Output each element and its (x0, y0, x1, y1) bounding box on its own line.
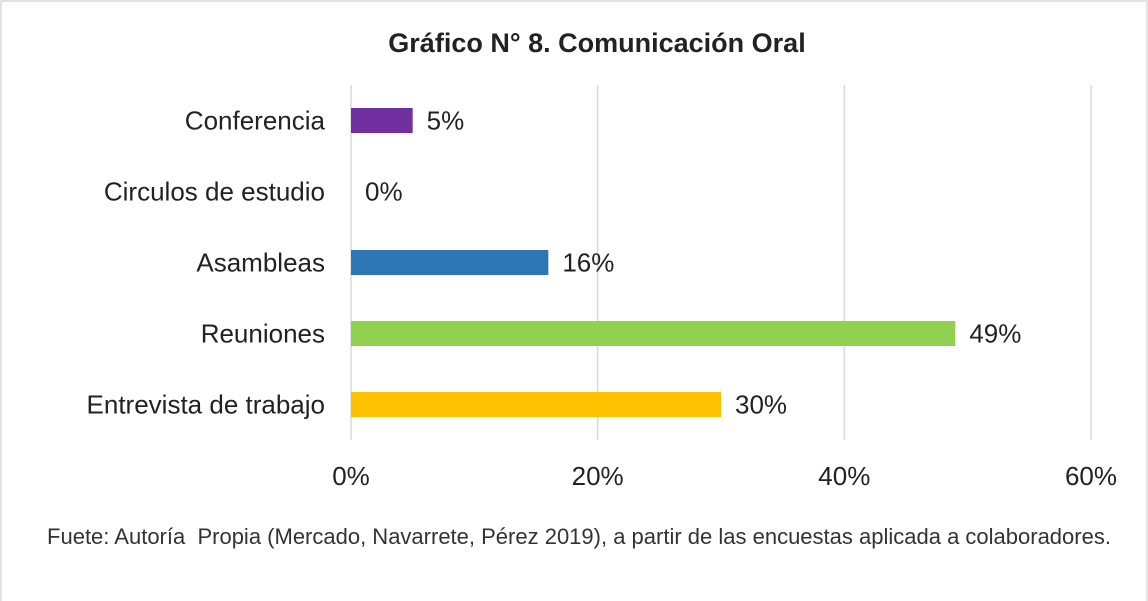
value-label: 5% (427, 105, 465, 135)
y-tick-label: Reuniones (201, 318, 325, 348)
bar (351, 250, 549, 275)
bar (351, 392, 721, 417)
value-label: 49% (969, 318, 1021, 348)
x-tick-label: 0% (332, 461, 370, 491)
bar (351, 108, 413, 133)
bar (351, 321, 956, 346)
y-tick-label: Asambleas (196, 247, 325, 277)
x-tick-label: 40% (818, 461, 870, 491)
x-tick-label: 20% (572, 461, 624, 491)
y-tick-label: Circulos de estudio (104, 176, 325, 206)
source-note: Fuete: Autoría Propia (Mercado, Navarret… (47, 524, 1111, 549)
x-tick-label: 60% (1065, 461, 1117, 491)
chart-title: Gráfico N° 8. Comunicación Oral (388, 28, 805, 58)
value-label: 16% (562, 247, 614, 277)
y-tick-label: Entrevista de trabajo (87, 389, 325, 419)
y-tick-label: Conferencia (185, 105, 326, 135)
value-label: 0% (365, 176, 403, 206)
value-label: 30% (735, 389, 787, 419)
